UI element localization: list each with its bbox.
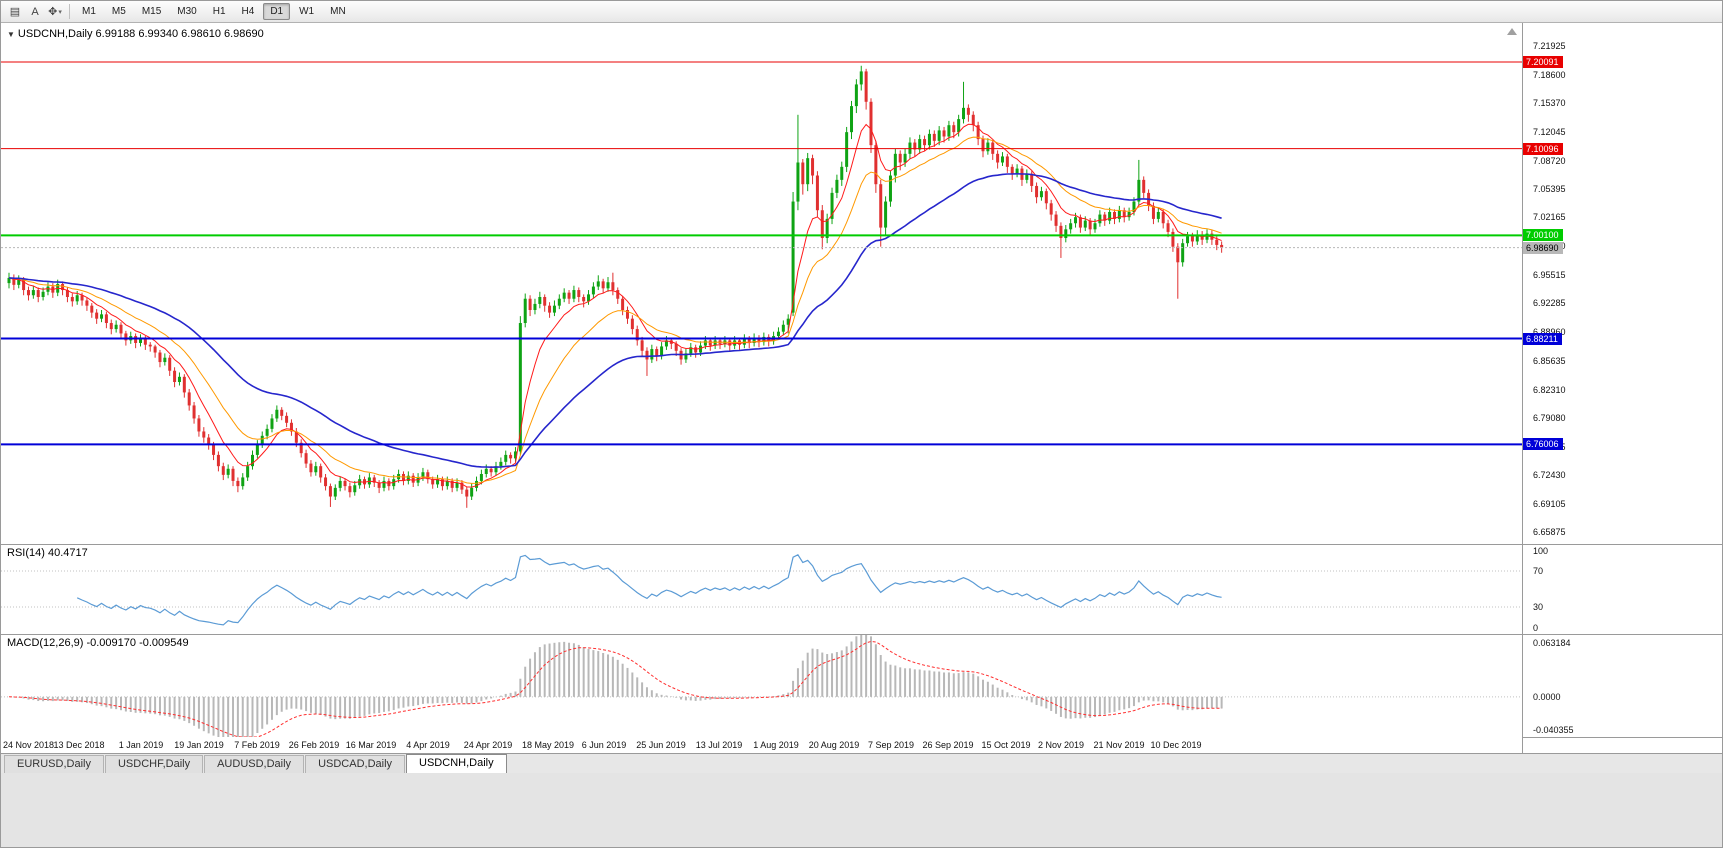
date-axis-label: 1 Jan 2019 (118, 740, 164, 750)
cursor-arrows-icon: ✥ (48, 6, 58, 18)
chart-tab-usdcnh[interactable]: USDCNH,Daily (406, 754, 507, 773)
price-axis-label: 7.02165 (1533, 212, 1566, 223)
rsi-axis-label: 30 (1533, 602, 1544, 612)
chart-grid-icon: ▤ (9, 6, 21, 18)
timeframe-button-m15[interactable]: M15 (141, 6, 162, 17)
date-axis-label: 26 Sep 2019 (922, 740, 974, 750)
date-axis-label: 20 Aug 2019 (808, 740, 860, 750)
dropdown-caret-icon[interactable]: ▾ (58, 8, 62, 16)
date-axis-label: 16 Mar 2019 (345, 740, 397, 750)
panel-separator-main-rsi[interactable] (1, 544, 1722, 545)
collapse-triangle-icon[interactable]: ▼ (7, 30, 15, 39)
date-axis-label: 7 Feb 2019 (234, 740, 280, 750)
price-axis-label: 6.92285 (1533, 298, 1566, 309)
timeframe-button-m1[interactable]: M1 (82, 6, 96, 17)
drawing-tools-group: ▤ A ✥ ▾ (5, 3, 65, 21)
panel-separator-rsi-macd[interactable] (1, 634, 1722, 635)
macd-axis-label: -0.040355 (1533, 725, 1574, 735)
price-axis-label: 6.85635 (1533, 355, 1566, 366)
ma-line-18 (8, 136, 1222, 484)
timeframe-button-w1[interactable]: W1 (299, 6, 315, 17)
price-axis-label: 6.82310 (1533, 384, 1566, 395)
chart-tab-eurusd[interactable]: EURUSD,Daily (4, 755, 104, 773)
date-axis-label: 4 Apr 2019 (406, 740, 450, 750)
price-axis-label: 7.05395 (1533, 184, 1566, 195)
timeframe-button-m5[interactable]: M5 (111, 6, 126, 17)
price-tag-support-blue-lower: 6.76006 (1523, 438, 1563, 451)
date-axis-label: 19 Jan 2019 (174, 740, 224, 750)
macd-signal-line (8, 640, 1222, 737)
price-tag-resistance-lower: 7.10096 (1523, 142, 1563, 155)
date-axis-label: 7 Sep 2019 (867, 740, 915, 750)
chart-plot[interactable] (1, 23, 1522, 737)
timeframe-button-mn[interactable]: MN (330, 6, 346, 17)
price-axis-label: 7.12045 (1533, 126, 1566, 137)
rsi-axis-label: 100 (1533, 546, 1549, 556)
chart-tab-bar: EURUSD,Daily USDCHF,Daily AUDUSD,Daily USDC… (1, 753, 1722, 773)
chart-shift-marker[interactable] (1507, 28, 1517, 35)
toolbar: ▤ A ✥ ▾ M1 M5 M15 M30 H1 H4 D1 W1 MN (1, 1, 1722, 23)
level-lines-layer (1, 61, 1522, 446)
rsi-line (76, 554, 1222, 626)
symbol-ohlc-text: USDCNH,Daily 6.99188 6.99340 6.98610 6.9… (17, 28, 264, 40)
date-axis-label: 13 Jul 2019 (695, 740, 743, 750)
price-tag-current-price: 6.98690 (1523, 241, 1563, 254)
text-label-tool-button[interactable]: A (25, 3, 45, 21)
price-axis-label: 7.18600 (1533, 69, 1566, 80)
macd-layer (1, 634, 1522, 737)
date-axis-label: 21 Nov 2019 (1093, 740, 1145, 750)
date-axis-label: 1 Aug 2019 (753, 740, 799, 750)
chart-tab-usdcad[interactable]: USDCAD,Daily (305, 755, 406, 773)
price-axis-label: 7.15370 (1533, 97, 1566, 108)
price-tag-support-blue-upper: 6.88211 (1523, 332, 1562, 345)
date-axis-label: 15 Oct 2019 (981, 740, 1031, 750)
rsi-axis-label: 70 (1533, 566, 1544, 576)
price-axis-label: 6.95515 (1533, 270, 1566, 281)
macd-axis-label: 0.0000 (1533, 691, 1561, 702)
price-axis-label: 6.72430 (1533, 470, 1566, 481)
date-axis-label: 26 Feb 2019 (288, 740, 340, 750)
symbol-ohlc-line: ▼ USDCNH,Daily 6.99188 6.99340 6.98610 6.… (7, 28, 264, 40)
price-axis-label: 6.65875 (1533, 527, 1566, 538)
moving-averages-layer (8, 123, 1222, 488)
timeframe-button-d1[interactable]: D1 (263, 3, 291, 20)
timeframe-button-h1[interactable]: H1 (212, 6, 226, 17)
price-axis-label: 6.79080 (1533, 412, 1566, 423)
date-axis-label: 13 Dec 2018 (53, 740, 105, 750)
chart-tab-audusd[interactable]: AUDUSD,Daily (204, 755, 305, 773)
price-tag-support-green: 7.00100 (1523, 229, 1563, 242)
text-label-icon: A (31, 5, 39, 18)
rsi-indicator-label: RSI(14) 40.4717 (7, 547, 88, 559)
price-axis-label: 7.21925 (1533, 41, 1566, 52)
date-axis-label: 24 Apr 2019 (463, 740, 513, 750)
timeframe-button-h4[interactable]: H4 (241, 6, 255, 17)
rsi-axis-label: 0 (1533, 623, 1539, 633)
status-area (1, 773, 1722, 847)
cursor-arrows-tool-button[interactable]: ✥ ▾ (45, 3, 65, 21)
price-tag-resistance-upper: 7.20091 (1523, 55, 1563, 68)
date-axis-label: 10 Dec 2019 (1150, 740, 1202, 750)
chart-grid-tool-button[interactable]: ▤ (5, 3, 25, 21)
time-axis: 24 Nov 2018 13 Dec 2018 1 Jan 2019 19 Jan 2… (1, 737, 1522, 753)
date-axis-label: 2 Nov 2019 (1037, 740, 1085, 750)
ma-line-8 (8, 123, 1222, 488)
ma-line-45 (8, 172, 1222, 469)
date-axis-label: 24 Nov 2018 (3, 740, 55, 750)
toolbar-separator (69, 4, 70, 19)
price-axis-border (1522, 23, 1523, 753)
date-axis-label: 18 May 2019 (521, 740, 575, 750)
timeframe-group: M1 M5 M15 M30 H1 H4 D1 W1 MN (74, 3, 354, 20)
macd-axis-label: 0.063184 (1533, 638, 1571, 648)
rsi-layer (1, 554, 1522, 626)
price-axis-label: 7.08720 (1533, 155, 1566, 166)
timeframe-button-m30[interactable]: M30 (177, 6, 197, 17)
price-axis-label: 6.69105 (1533, 499, 1566, 510)
date-axis-label: 6 Jun 2019 (581, 740, 627, 750)
macd-indicator-label: MACD(12,26,9) -0.009170 -0.009549 (7, 637, 189, 649)
price-axis-label: 6.88960 (1533, 327, 1566, 337)
date-axis-label: 25 Jun 2019 (636, 740, 686, 750)
candles-layer (7, 65, 1224, 508)
chart-tab-usdchf[interactable]: USDCHF,Daily (104, 755, 204, 773)
